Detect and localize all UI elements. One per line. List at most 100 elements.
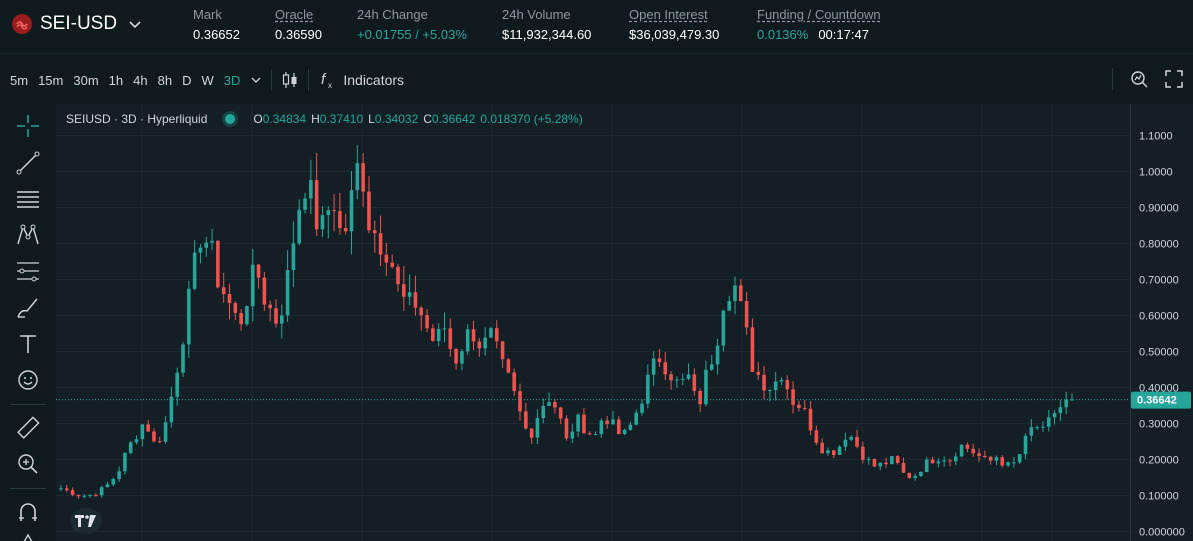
price-tick: 1.0000 xyxy=(1139,167,1173,179)
candle-body xyxy=(994,457,999,461)
candle-body xyxy=(500,341,505,360)
timeframe-1h[interactable]: 1h xyxy=(108,72,124,88)
timeframe-d[interactable]: D xyxy=(182,72,192,88)
candle-body xyxy=(570,431,575,439)
last-price-label: 0.36642 xyxy=(1137,395,1177,407)
candle-body xyxy=(634,412,639,425)
candle-body xyxy=(291,243,296,271)
candle-body xyxy=(146,424,150,432)
candle-body xyxy=(593,434,598,436)
market-header: SEI-USD Mark 0.36652 Oracle 0.36590 24h … xyxy=(0,0,1193,54)
candle-body xyxy=(1012,462,1016,464)
candle-body xyxy=(866,458,871,460)
candle-body xyxy=(564,418,569,439)
candle-body xyxy=(181,344,185,373)
timeframe-dropdown-icon[interactable] xyxy=(251,77,261,83)
candle-body xyxy=(1064,399,1068,408)
candle-body xyxy=(1052,413,1057,418)
price-tick: 0.60000 xyxy=(1139,311,1179,323)
timeframe-15m[interactable]: 15m xyxy=(38,72,64,88)
fib-icon[interactable] xyxy=(14,257,42,285)
last-price-badge xyxy=(1131,391,1191,409)
snapshot-icon[interactable] xyxy=(1129,69,1149,89)
candle-body xyxy=(797,404,801,408)
crosshair-icon[interactable] xyxy=(14,112,42,140)
open-interest-label[interactable]: Open Interest xyxy=(629,7,708,22)
candle-body xyxy=(134,439,139,443)
candle-body xyxy=(471,329,476,342)
candle-body xyxy=(239,312,243,325)
candle-body xyxy=(814,430,819,443)
sidebar-divider xyxy=(10,404,46,405)
candle-body xyxy=(349,190,354,232)
funding-countdown: 00:17:47 xyxy=(818,27,869,42)
candle-body xyxy=(762,374,766,391)
candle-body xyxy=(448,328,453,349)
candle-body xyxy=(1035,427,1039,429)
candle-body xyxy=(216,240,220,288)
svg-text:f: f xyxy=(321,71,327,88)
legend-high-key: H xyxy=(311,112,320,126)
oracle-label[interactable]: Oracle xyxy=(275,7,314,22)
candle-body xyxy=(227,294,232,304)
text-icon[interactable] xyxy=(14,330,42,358)
candle-body xyxy=(210,240,214,243)
toolbar-divider xyxy=(1112,68,1113,90)
funding-label[interactable]: Funding / Countdown xyxy=(757,7,881,22)
candle-body xyxy=(59,488,63,490)
candle-body xyxy=(245,306,249,325)
candle-body xyxy=(268,304,272,309)
candle-body xyxy=(640,403,644,413)
ruler-icon[interactable] xyxy=(14,414,42,442)
price-axis-scale[interactable]: 1.1000 1.0000 0.90000 0.80000 0.70000 0.60000… xyxy=(1131,104,1193,541)
parallel-channel-icon[interactable] xyxy=(14,185,42,213)
volume-stat: 24h Volume $11,932,344.60 xyxy=(502,6,591,44)
pair-selector[interactable]: SEI-USD xyxy=(12,10,141,38)
candle-body xyxy=(128,442,133,454)
timeframe-5m[interactable]: 5m xyxy=(10,72,29,88)
candle-body xyxy=(460,351,464,364)
price-tick: 0.10000 xyxy=(1139,491,1179,503)
candle-type-icon[interactable] xyxy=(282,71,298,89)
zoom-icon[interactable] xyxy=(14,450,42,478)
timeframe-8h[interactable]: 8h xyxy=(157,72,173,88)
candle-body xyxy=(651,358,656,375)
magnet-icon[interactable] xyxy=(14,498,42,526)
legend-symbol: SEIUSD · 3D · Hyperliquid xyxy=(66,112,208,126)
candle-body xyxy=(959,444,964,457)
candle-body xyxy=(913,476,917,478)
pattern-icon[interactable] xyxy=(14,221,42,249)
candle-body xyxy=(314,180,319,230)
tradingview-logo-icon[interactable] xyxy=(70,508,102,534)
timeframe-30m[interactable]: 30m xyxy=(73,72,99,88)
price-tick: 0.000000 xyxy=(1139,527,1185,539)
candle-body xyxy=(646,374,650,404)
legend-change: 0.018370 (+5.28%) xyxy=(480,112,583,126)
candle-body xyxy=(1046,417,1051,427)
candle-body xyxy=(1017,454,1022,463)
candle-body xyxy=(808,408,813,431)
timeframe-4h[interactable]: 4h xyxy=(133,72,148,88)
candle-body xyxy=(494,328,499,342)
market-status-dot xyxy=(225,114,236,124)
brush-icon[interactable] xyxy=(14,294,42,322)
candle-body xyxy=(465,329,470,352)
lock-icon[interactable] xyxy=(14,532,42,541)
candlestick-chart[interactable] xyxy=(56,104,1130,541)
change-stat: 24h Change +0.01755 / +5.03% xyxy=(357,6,467,44)
candle-body xyxy=(611,419,615,425)
timeframe-w[interactable]: W xyxy=(201,72,214,88)
fullscreen-icon[interactable] xyxy=(1165,70,1183,88)
price-axis[interactable]: 1.1000 1.0000 0.90000 0.80000 0.70000 0.60000… xyxy=(1130,104,1193,541)
price-chart[interactable] xyxy=(56,104,1130,541)
candle-body xyxy=(657,358,662,363)
candle-body xyxy=(256,264,261,278)
timeframe-3d[interactable]: 3D xyxy=(223,72,241,88)
emoji-icon[interactable] xyxy=(14,366,42,394)
candle-body xyxy=(721,310,726,346)
candle-body xyxy=(285,270,290,316)
trendline-icon[interactable] xyxy=(14,149,42,177)
candle-body xyxy=(988,456,993,461)
